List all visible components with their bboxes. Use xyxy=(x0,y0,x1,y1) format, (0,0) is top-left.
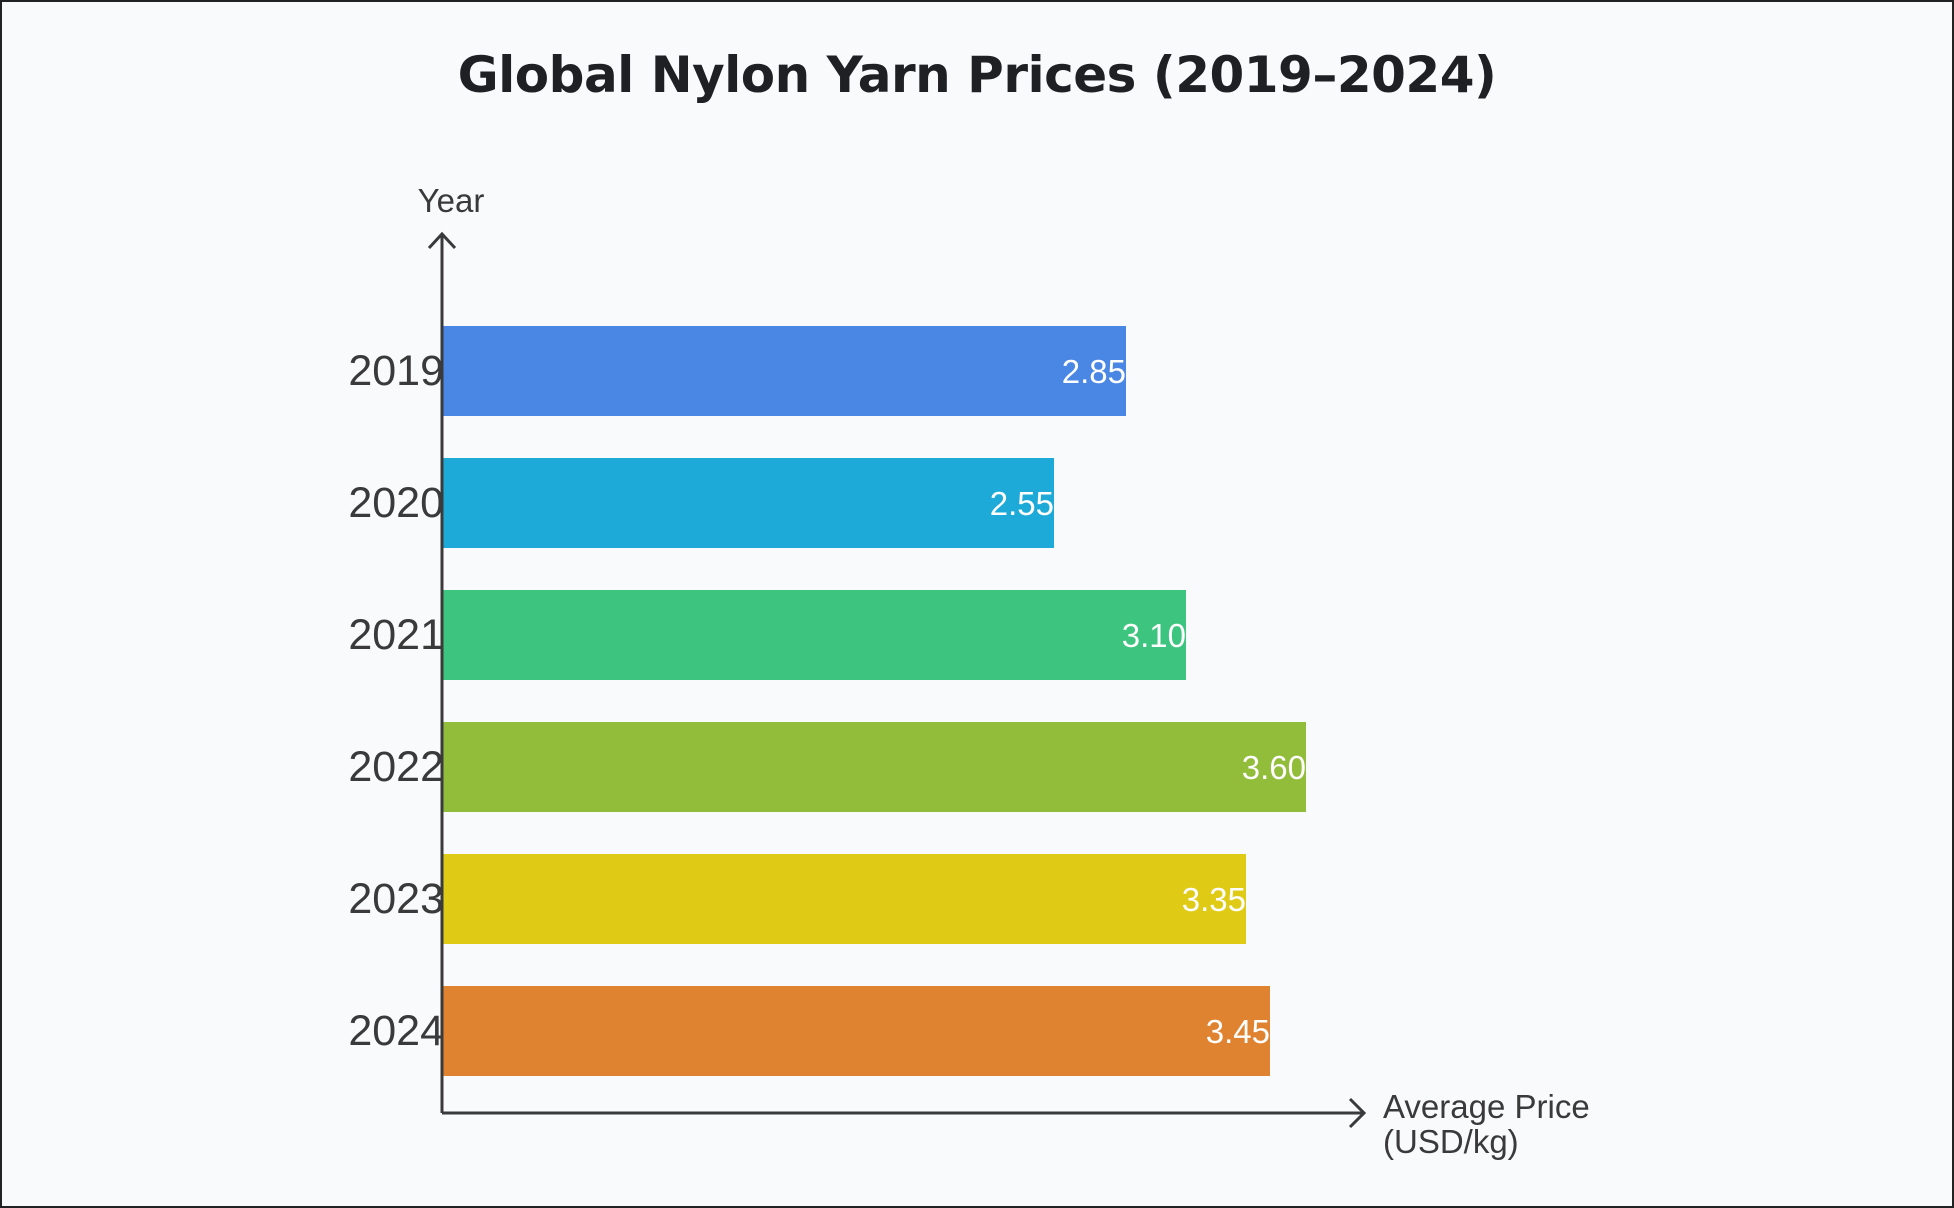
bar-2019 xyxy=(442,326,1126,416)
y-tick-label-2021: 2021 xyxy=(348,611,444,659)
y-tick-label-2020: 2020 xyxy=(348,479,444,527)
y-tick-label-2022: 2022 xyxy=(348,743,444,791)
value-label-2019: 2.85 xyxy=(1062,353,1126,390)
bar-2021 xyxy=(442,590,1186,680)
bar-2024 xyxy=(442,986,1270,1076)
y-tick-label-2023: 2023 xyxy=(348,875,444,923)
y-tick-label-2019: 2019 xyxy=(348,347,444,395)
y-tick-label-2024: 2024 xyxy=(348,1007,444,1055)
bar-2020 xyxy=(442,458,1054,548)
x-axis-arrow-icon xyxy=(1348,1097,1367,1129)
x-axis-label-line2: (USD/kg) xyxy=(1383,1123,1519,1160)
value-label-2023: 3.35 xyxy=(1182,881,1246,918)
x-axis-label-line1: Average Price xyxy=(1383,1088,1590,1125)
value-label-2021: 3.10 xyxy=(1122,617,1186,654)
value-label-2020: 2.55 xyxy=(990,485,1054,522)
y-axis-label: Year xyxy=(418,182,485,219)
value-label-2024: 3.45 xyxy=(1206,1013,1270,1050)
y-axis-arrow-icon xyxy=(427,231,457,250)
chart-title: Global Nylon Yarn Prices (2019–2024) xyxy=(457,46,1497,104)
value-label-2022: 3.60 xyxy=(1242,749,1306,786)
bar-2023 xyxy=(442,854,1246,944)
bar-2022 xyxy=(442,722,1306,812)
